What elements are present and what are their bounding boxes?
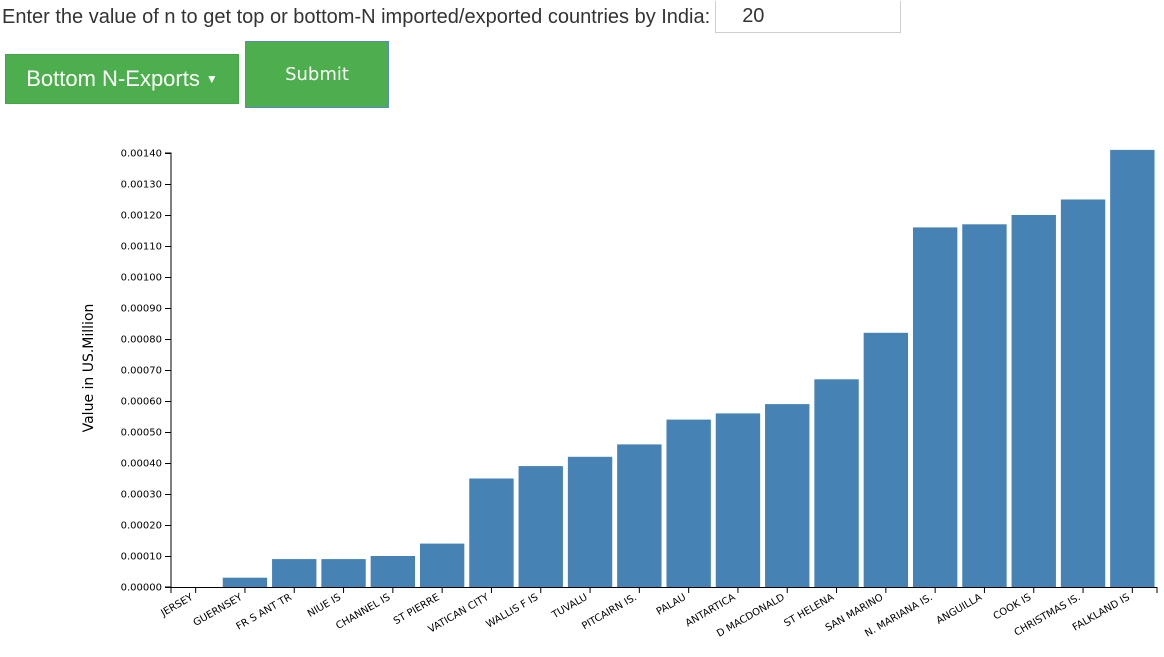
y-tick: 0.00010	[121, 552, 171, 563]
y-tick-label: 0.00010	[121, 552, 162, 563]
bar-st-helena	[814, 379, 859, 587]
x-tick: ANGUILLA	[935, 587, 985, 627]
y-tick-label: 0.00110	[121, 242, 162, 253]
x-tick-label: PITCAIRN IS.	[580, 592, 639, 632]
bar-niue-is	[321, 559, 366, 587]
bar-cook-is	[1011, 215, 1056, 587]
x-tick: PALAU	[655, 587, 690, 618]
y-tick-label: 0.00120	[121, 211, 162, 222]
y-tick: 0.00020	[121, 521, 171, 532]
y-tick-label: 0.00050	[121, 428, 162, 439]
x-tick: FALKLAND IS	[1071, 587, 1133, 634]
y-tick: 0.00000	[121, 583, 171, 594]
x-tick: NIUE IS	[306, 587, 345, 620]
bar-antartica	[715, 413, 761, 587]
x-tick-label: WALLIS F IS	[484, 592, 540, 631]
bar-guernsey	[222, 577, 268, 587]
y-tick: 0.00060	[121, 397, 171, 408]
x-tick-label: PALAU	[655, 592, 688, 618]
bar-pitcairn-is-	[617, 444, 662, 587]
y-tick-label: 0.00140	[121, 149, 162, 160]
bar-san-marino	[863, 332, 909, 587]
y-tick: 0.00070	[121, 366, 171, 377]
y-tick-label: 0.00100	[121, 273, 162, 284]
bar-st-pierre	[419, 543, 465, 587]
x-tick-label: ANGUILLA	[935, 592, 984, 627]
y-tick: 0.00090	[121, 304, 171, 315]
y-tick-label: 0.00130	[121, 180, 162, 191]
y-tick: 0.00030	[121, 490, 171, 501]
y-tick: 0.00110	[121, 242, 171, 253]
bar-wallis-f-is	[518, 466, 563, 587]
bar-vatican-city	[469, 478, 514, 587]
bar-christmas-is-	[1060, 199, 1106, 587]
x-tick: WALLIS F IS	[484, 587, 542, 631]
y-tick: 0.00050	[121, 428, 171, 439]
bars-group	[222, 149, 1155, 588]
bar-anguilla	[962, 224, 1007, 588]
x-tick: TUVALU	[550, 587, 591, 622]
y-tick: 0.00080	[121, 335, 171, 346]
y-tick-label: 0.00000	[121, 583, 162, 594]
n-prompt-row: Enter the value of n to get top or botto…	[0, 0, 902, 34]
x-tick-label: FR S ANT TR	[234, 592, 293, 633]
n-value-input[interactable]	[715, 1, 902, 33]
y-tick-label: 0.00080	[121, 335, 162, 346]
x-tick: JERSEY	[158, 587, 197, 620]
y-tick: 0.00040	[121, 459, 171, 470]
bar-tuvalu	[567, 456, 613, 587]
bar-n-mariana-is-	[912, 227, 958, 587]
y-tick-label: 0.00090	[121, 304, 162, 315]
y-axis: 0.00000 0.00010 0.00020 0.00030 0.00040 0.000…	[121, 149, 172, 594]
x-tick: PITCAIRN IS.	[580, 587, 640, 632]
bar-channel-is	[370, 556, 416, 587]
select-value: Bottom N-Exports	[26, 65, 200, 91]
x-axis-line	[170, 587, 1158, 593]
y-tick: 0.00120	[121, 211, 171, 222]
x-tick-label: COOK IS	[992, 592, 1034, 622]
bar-palau	[666, 419, 711, 587]
y-tick-label: 0.00040	[121, 459, 162, 470]
bar-d-macdonald	[765, 404, 810, 587]
controls-row: Bottom N-Exports ▼ Submit	[5, 41, 389, 108]
y-tick-label: 0.00070	[121, 366, 162, 377]
x-tick: CHANNEL IS	[334, 587, 394, 632]
submit-button[interactable]: Submit	[245, 41, 389, 108]
x-tick-label: CHANNEL IS	[334, 592, 392, 632]
y-tick: 0.00130	[121, 180, 171, 191]
export-import-select[interactable]: Bottom N-Exports ▼	[5, 53, 239, 104]
y-tick-label: 0.00060	[121, 397, 162, 408]
y-tick: 0.00100	[121, 273, 171, 284]
n-prompt-label: Enter the value of n to get top or botto…	[2, 5, 711, 28]
x-tick: COOK IS	[992, 587, 1035, 622]
y-tick-label: 0.00020	[121, 521, 162, 532]
x-tick-label: NIUE IS	[306, 592, 343, 620]
x-tick: FR S ANT TR	[234, 587, 295, 633]
y-tick-label: 0.00030	[121, 490, 162, 501]
y-tick: 0.00140	[121, 149, 171, 160]
x-tick-label: JERSEY	[158, 592, 195, 620]
x-tick-label: TUVALU	[550, 592, 590, 621]
bar-falkland-is	[1110, 149, 1155, 587]
y-axis-label: Value in US.Million	[81, 304, 97, 433]
caret-down-icon: ▼	[205, 71, 218, 86]
bar-fr-s-ant-tr	[272, 559, 317, 587]
